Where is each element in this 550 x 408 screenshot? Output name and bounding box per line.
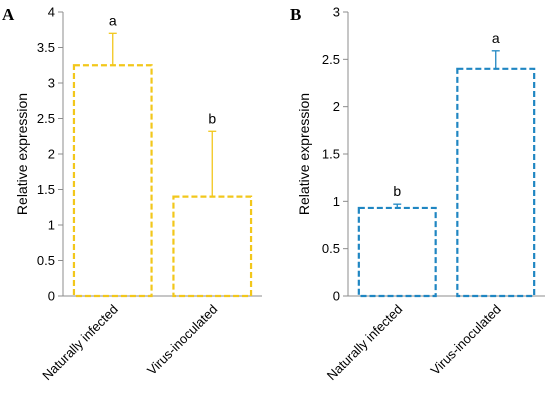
y-tick-label: 2 [333, 99, 340, 114]
bar-naturally-infected [357, 206, 437, 298]
bar-naturally-infected [72, 64, 153, 298]
significance-label-naturally-infected: b [393, 183, 401, 199]
y-tick-label: 1.5 [322, 147, 340, 162]
panel-a-chart: A 0 0.5 1 1.5 2 2.5 3 3.5 4 Relative expression a Na… [2, 5, 262, 384]
y-tick-label: 0.5 [322, 241, 340, 256]
category-label-naturally-infected: Naturally infected [324, 302, 406, 384]
y-tick-label: 1 [48, 218, 55, 233]
y-tick-label: 3 [333, 5, 340, 20]
y-tick-label: 0 [48, 289, 55, 304]
y-tick-label: 2 [48, 147, 55, 162]
y-tick-label: 1 [333, 194, 340, 209]
y-tick-label: 0 [333, 289, 340, 304]
category-label-naturally-infected: Naturally infected [39, 302, 121, 384]
category-label-virus-inoculated: Virus-inoculated [428, 302, 504, 378]
panel-b-chart: B 0 0.5 1 1.5 2 2.5 3 Relative expression b Natura… [290, 5, 545, 384]
panel-letter: A [2, 5, 15, 24]
y-tick-label: 1.5 [37, 182, 55, 197]
y-tick-label: 4 [48, 5, 55, 20]
y-tick-label: 2.5 [322, 52, 340, 67]
panel-letter: B [290, 5, 301, 24]
y-axis-title: Relative expression [296, 93, 312, 215]
y-tick-label: 0.5 [37, 253, 55, 268]
y-tick-label: 2.5 [37, 111, 55, 126]
significance-label-virus-inoculated: a [492, 30, 500, 46]
y-axis-title: Relative expression [14, 93, 30, 215]
significance-label-virus-inoculated: b [208, 110, 216, 126]
category-label-virus-inoculated: Virus-inoculated [144, 302, 220, 378]
bar-virus-inoculated [456, 67, 536, 298]
bar-virus-inoculated [172, 195, 253, 298]
y-tick-label: 3.5 [37, 40, 55, 55]
significance-label-naturally-infected: a [109, 12, 117, 28]
y-tick-label: 3 [48, 76, 55, 91]
